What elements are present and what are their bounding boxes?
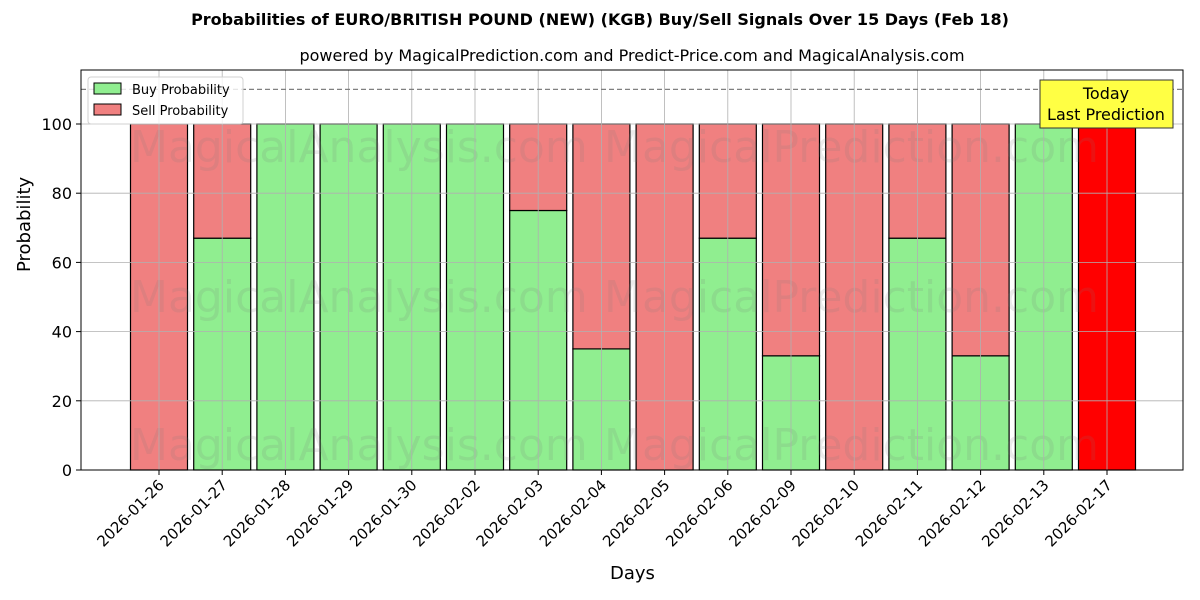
watermark-text: MagicalAnalysis.com: [130, 122, 588, 173]
y-tick-label: 0: [62, 461, 72, 480]
x-tick-label: 2026-02-13: [978, 476, 1052, 550]
x-tick-label: 2026-01-28: [220, 476, 294, 550]
y-tick-label: 100: [41, 115, 72, 134]
y-tick-label: 20: [52, 392, 72, 411]
x-tick-label: 2026-02-06: [662, 476, 736, 550]
annotation-line2: Last Prediction: [1047, 105, 1165, 124]
x-tick-label: 2026-02-11: [852, 476, 926, 550]
x-tick-label: 2026-01-26: [93, 476, 167, 550]
watermark-text: MagicalAnalysis.com: [130, 272, 588, 323]
x-tick-label: 2026-02-12: [915, 476, 989, 550]
legend-box: [87, 76, 244, 125]
legend-swatch-sell: [93, 103, 122, 116]
legend-swatch-buy: [93, 82, 122, 95]
y-tick-label: 60: [52, 253, 72, 272]
x-tick-label: 2026-02-17: [1041, 476, 1115, 550]
watermark-text: MagicalPrediction.com: [604, 122, 1099, 173]
x-tick-label: 2026-02-09: [725, 476, 799, 550]
x-tick-label: 2026-02-02: [409, 476, 483, 550]
legend-label-sell: Sell Probability: [132, 104, 229, 119]
annotation-box: [1039, 79, 1174, 129]
legend-label-buy: Buy Probability: [132, 83, 230, 98]
x-axis-label: Days: [610, 563, 655, 584]
annotation-line1: Today: [1082, 84, 1129, 103]
watermark-text: MagicalAnalysis.com: [130, 420, 588, 471]
x-tick-label: 2026-02-04: [536, 476, 610, 550]
plot-frame: [80, 69, 1184, 471]
chart-subtitle: powered by MagicalPrediction.com and Pre…: [299, 46, 965, 65]
watermark-text: MagicalPrediction.com: [604, 420, 1099, 471]
x-tick-label: 2026-02-03: [473, 476, 547, 550]
chart-title: Probabilities of EURO/BRITISH POUND (NEW…: [191, 10, 1009, 29]
y-tick-label: 80: [52, 184, 72, 203]
x-tick-label: 2026-02-05: [599, 476, 673, 550]
y-tick-label: 40: [52, 323, 72, 342]
watermark-text: MagicalPrediction.com: [604, 272, 1099, 323]
x-tick-label: 2026-01-27: [157, 476, 231, 550]
x-tick-label: 2026-02-10: [789, 476, 863, 550]
x-tick-label: 2026-01-29: [283, 476, 357, 550]
x-tick-label: 2026-01-30: [346, 476, 420, 550]
